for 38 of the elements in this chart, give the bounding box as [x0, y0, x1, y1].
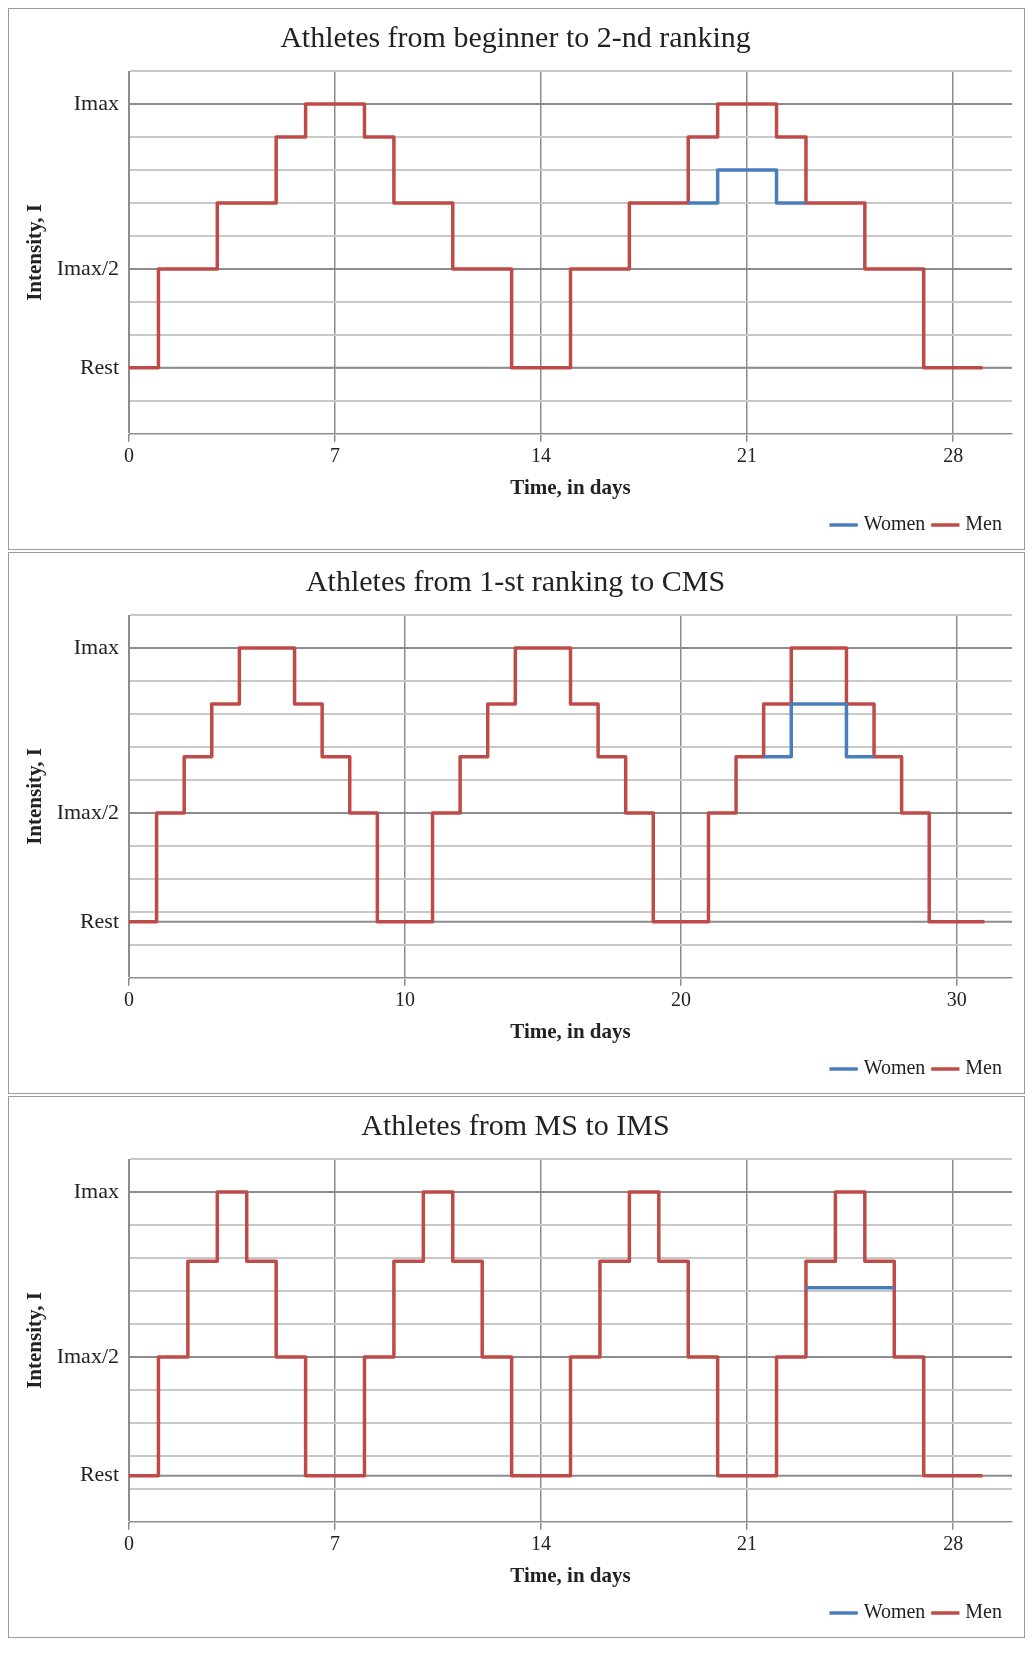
x-tick-label: 21 [737, 444, 758, 467]
chart-title: Athletes from 1-st ranking to CMS [305, 563, 726, 597]
x-tick-label: 10 [394, 988, 415, 1011]
legend-label: Men [965, 512, 1003, 535]
x-tick-label: 14 [531, 1532, 552, 1555]
x-axis-title: Time, in days [510, 1562, 631, 1587]
ref-line-label: Rest [79, 907, 119, 933]
ref-line-label: Rest [79, 1461, 119, 1487]
y-axis-title: Intensity, I [22, 1291, 47, 1389]
x-tick-label: 7 [330, 444, 341, 467]
ref-line-label: Imax [73, 633, 119, 659]
x-tick-label: 30 [946, 988, 967, 1011]
chart-title: Athletes from MS to IMS [361, 1107, 670, 1141]
legend-label: Men [965, 1600, 1003, 1623]
x-tick-label: 28 [943, 1532, 964, 1555]
y-axis-title: Intensity, I [22, 203, 47, 301]
ref-line-label: Imax [73, 1177, 119, 1203]
legend-label: Women [863, 512, 926, 535]
ref-line-label: Imax/2 [56, 1342, 119, 1368]
ref-line-label: Rest [79, 353, 119, 379]
ref-line-label: Imax/2 [56, 254, 119, 280]
ref-line-label: Imax/2 [56, 798, 119, 824]
x-tick-label: 14 [531, 444, 552, 467]
x-tick-label: 28 [943, 444, 964, 467]
legend-label: Women [863, 1600, 926, 1623]
x-axis-title: Time, in days [510, 1018, 631, 1043]
chart-title: Athletes from beginner to 2-nd ranking [280, 19, 751, 53]
ref-line-label: Imax [73, 89, 119, 115]
legend-label: Men [965, 1056, 1003, 1079]
x-tick-label: 0 [124, 1532, 134, 1555]
x-axis-title: Time, in days [510, 474, 631, 499]
x-tick-label: 7 [330, 1532, 341, 1555]
legend-label: Women [863, 1056, 926, 1079]
x-tick-label: 0 [124, 444, 134, 467]
y-axis-title: Intensity, I [22, 747, 47, 845]
x-tick-label: 20 [670, 988, 691, 1011]
x-tick-label: 0 [124, 988, 134, 1011]
x-tick-label: 21 [737, 1532, 758, 1555]
